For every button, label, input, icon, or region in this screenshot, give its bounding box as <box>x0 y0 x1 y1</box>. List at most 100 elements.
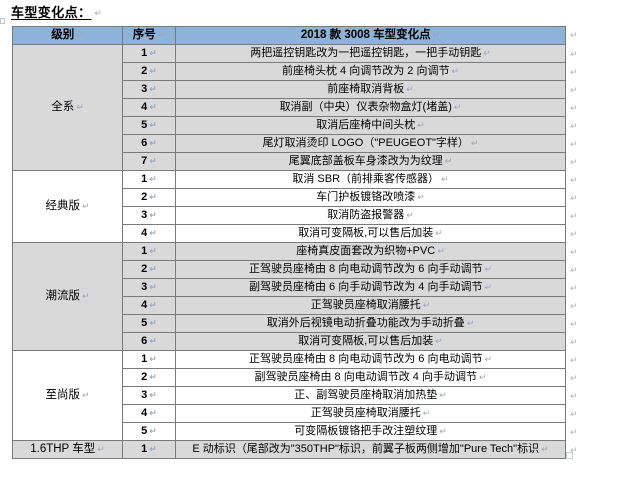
description-cell: 两把遥控钥匙改为一把遥控钥匙，一把手动钥匙 ↵ <box>175 44 566 63</box>
paragraph-mark-icon: ↵ <box>417 192 425 203</box>
paragraph-mark-icon: ↵ <box>149 120 157 131</box>
page-title: 车型变化点： <box>11 5 92 20</box>
paragraph-mark-icon: ↵ <box>149 408 157 419</box>
description-cell: 取消外后视镜电动折叠功能改为手动折叠 ↵ <box>175 314 566 333</box>
level-label: 潮流版 <box>45 290 80 302</box>
paragraph-mark-icon: ↵ <box>76 30 84 41</box>
paragraph-mark-icon: ↵ <box>484 354 492 365</box>
paragraph-mark-icon: ↵ <box>149 354 157 365</box>
paragraph-mark-icon: ↵ <box>149 174 157 185</box>
paragraph-mark-icon: ↵ <box>157 30 166 41</box>
paragraph-mark-icon: ↵ <box>570 320 578 330</box>
paragraph-mark-icon: ↵ <box>81 201 90 212</box>
description-text: 可变隔板镀铬把手改注塑纹理 <box>294 425 438 437</box>
description-text: 正、副驾驶员座椅取消加热垫 <box>294 389 438 401</box>
paragraph-mark-icon: ↵ <box>149 84 157 95</box>
margin-tick-marker <box>0 18 5 24</box>
paragraph-mark-icon: ↵ <box>570 248 578 258</box>
paragraph-mark-icon: ↵ <box>570 31 578 41</box>
description-text: 正驾驶员座椅取消腰托 <box>310 299 421 311</box>
table-row: 6 ↵ 尾灯取消烫印 LOGO（"PEUGEOT"字样） ↵ <box>13 134 566 153</box>
paragraph-mark-icon: ↵ <box>570 392 578 402</box>
paragraph-mark-icon: ↵ <box>406 210 414 221</box>
index-value: 6 <box>141 335 148 347</box>
document-title-block: 车型变化点： ↵ <box>11 2 102 20</box>
table-resize-handle[interactable] <box>566 452 573 459</box>
description-cell: 尾翼底部盖板车身漆改为为纹理 ↵ <box>175 152 566 171</box>
paragraph-mark-icon: ↵ <box>570 212 578 222</box>
description-cell: 正驾驶员座椅取消腰托 ↵ <box>175 296 566 315</box>
description-cell: 正驾驶员座椅由 8 向电动调节改为 6 向电动调节 ↵ <box>175 350 566 369</box>
table-row: 2 ↵ 副驾驶员座椅由 8 向电动调节改 4 向手动调节 ↵ <box>13 368 566 387</box>
model-change-table: 级别 ↵ 序号 ↵ 2018 款 3008 车型变化点 ↵ <box>12 26 566 459</box>
paragraph-mark-icon: ↵ <box>484 264 492 275</box>
description-cell: 取消可变隔板,可以售后加装 ↵ <box>175 332 566 351</box>
level-label: 至尚版 <box>45 389 80 401</box>
description-text: 正驾驶员座椅由 8 向电动调节改为 6 向电动调节 <box>248 353 483 365</box>
description-text: 前座椅取消背板 <box>327 83 405 95</box>
index-cell: 2 ↵ <box>122 368 176 387</box>
description-cell: 正驾驶员座椅取消腰托 ↵ <box>175 404 566 423</box>
table-body: 全系 ↵ 1 ↵ 两把遥控钥匙改为一把遥控钥匙，一把手动钥匙 ↵ 2 ↵ 前座椅头枕 4 向调节… <box>12 44 566 459</box>
paragraph-mark-icon: ↵ <box>570 356 578 366</box>
paragraph-mark-icon: ↵ <box>570 446 578 456</box>
paragraph-mark-icon: ↵ <box>444 156 453 167</box>
description-text: 座椅真皮面套改为织物+PVC <box>296 245 436 257</box>
index-value: 4 <box>141 407 148 419</box>
table-row: 全系 ↵ 1 ↵ 两把遥控钥匙改为一把遥控钥匙，一把手动钥匙 ↵ <box>12 44 566 171</box>
index-cell: 3 ↵ <box>122 80 176 99</box>
description-cell: 副驾驶员座椅由 8 向电动调节改 4 向手动调节 ↵ <box>175 368 566 387</box>
index-cell: 5 ↵ <box>122 116 176 135</box>
description-cell: 尾灯取消烫印 LOGO（"PEUGEOT"字样） ↵ <box>175 134 566 153</box>
paragraph-mark-icon: ↵ <box>149 138 157 149</box>
index-value: 3 <box>141 281 148 293</box>
table-row: 4 ↵ 正驾驶员座椅取消腰托 ↵ <box>13 296 566 315</box>
paragraph-mark-icon: ↵ <box>570 374 578 384</box>
paragraph-mark-icon: ↵ <box>149 102 157 113</box>
description-text: 取消可变隔板,可以售后加装 <box>298 227 434 239</box>
description-cell: 取消后座椅中间头枕 ↵ <box>175 116 566 135</box>
paragraph-mark-icon: ↵ <box>453 102 462 113</box>
paragraph-mark-icon: ↵ <box>149 372 157 383</box>
index-cell: 1 ↵ <box>122 242 176 261</box>
table-row: 4 ↵ 取消副（中央）仪表杂物盒灯(堵盖) ↵ <box>13 98 566 117</box>
paragraph-mark-icon: ↵ <box>570 68 578 78</box>
index-value: 2 <box>141 371 148 383</box>
description-text: 尾灯取消烫印 LOGO（"PEUGEOT"字样） <box>262 137 469 149</box>
paragraph-mark-icon: ↵ <box>541 444 549 455</box>
paragraph-mark-icon: ↵ <box>570 302 578 312</box>
index-cell: 4 ↵ <box>122 98 176 117</box>
table-row: 2 ↵ 前座椅头枕 4 向调节改为 2 向调节 ↵ <box>13 62 566 81</box>
description-text: 尾翼底部盖板车身漆改为为纹理 <box>288 155 443 167</box>
paragraph-mark-icon: ↵ <box>451 66 459 77</box>
index-cell: 1 ↵ <box>122 350 176 369</box>
paragraph-mark-icon: ↵ <box>570 284 578 294</box>
level-cell: 潮流版 ↵ <box>12 242 123 351</box>
index-value: 1 <box>141 173 148 185</box>
paragraph-mark-icon: ↵ <box>149 318 157 329</box>
paragraph-mark-icon: ↵ <box>97 444 105 455</box>
description-cell: 前座椅头枕 4 向调节改为 2 向调节 ↵ <box>175 62 566 81</box>
paragraph-mark-icon: ↵ <box>149 444 157 455</box>
column-header-index-label: 序号 <box>132 29 156 41</box>
description-text: 取消防盗报警器 <box>327 209 405 221</box>
index-cell: 1 ↵ <box>122 44 176 63</box>
index-value: 3 <box>141 209 148 221</box>
table-row: 3 ↵ 前座椅取消背板 ↵ <box>13 80 566 99</box>
column-header-level: 级别 ↵ <box>12 26 123 45</box>
paragraph-mark-icon: ↵ <box>149 228 157 239</box>
paragraph-mark-icon: ↵ <box>94 9 102 19</box>
index-value: 5 <box>141 425 148 437</box>
table-row: 3 ↵ 副驾驶员座椅由 6 向手动调节改为 4 向手动调节 ↵ <box>13 278 566 297</box>
index-value: 2 <box>141 65 148 77</box>
column-header-description: 2018 款 3008 车型变化点 ↵ <box>175 26 566 45</box>
level-cell: 全系 ↵ <box>12 44 123 171</box>
paragraph-mark-icon: ↵ <box>149 210 157 221</box>
level-cell: 经典版 ↵ <box>12 170 123 243</box>
paragraph-mark-icon: ↵ <box>149 426 157 437</box>
table-row: 1.6THP 车型 ↵ 1 ↵ E 动标识（尾部改为"350THP"标识，前翼子板两侧增… <box>12 440 566 459</box>
table-row: 4 ↵ 取消可变隔板,可以售后加装 ↵ <box>13 224 566 243</box>
index-value: 4 <box>141 101 148 113</box>
table-row: 3 ↵ 正、副驾驶员座椅取消加热垫 ↵ <box>13 386 566 405</box>
